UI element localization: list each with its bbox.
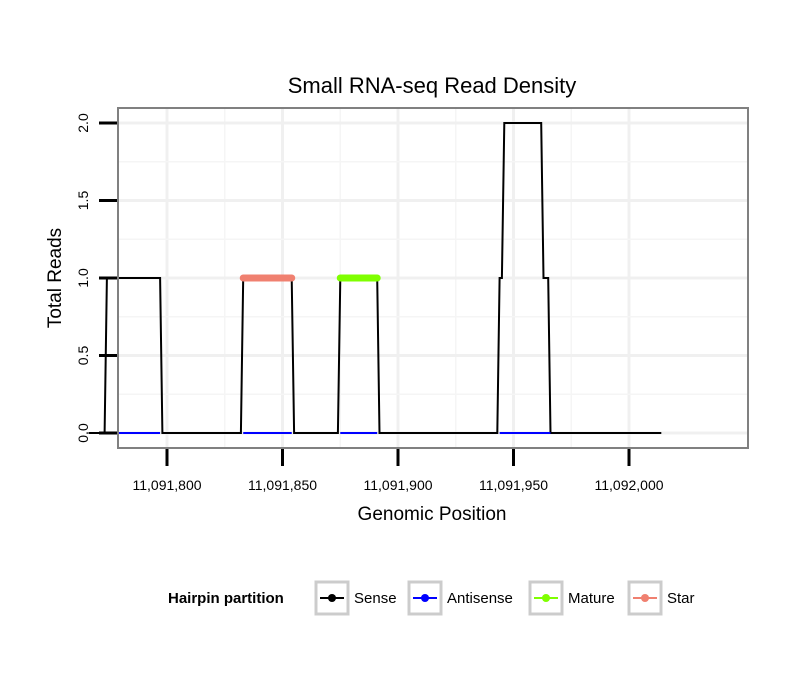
- y-tick-label: 2.0: [75, 113, 91, 133]
- x-tick-label: 11,091,900: [363, 477, 432, 493]
- legend: Hairpin partition Sense Antisense Mature St…: [168, 580, 695, 616]
- x-axis-label: Genomic Position: [358, 504, 507, 525]
- grid-lines: [118, 108, 748, 448]
- legend-title: Hairpin partition: [168, 590, 284, 607]
- legend-key-point: [542, 594, 550, 602]
- x-tick-label: 11,092,000: [594, 477, 663, 493]
- y-tick-label: 1.0: [75, 268, 91, 288]
- legend-item-sense: Sense: [314, 580, 397, 616]
- data-series: [88, 122, 662, 434]
- x-tick-label: 11,091,800: [132, 477, 201, 493]
- legend-key-point: [641, 594, 649, 602]
- legend-label: Mature: [568, 590, 615, 607]
- legend-label: Antisense: [447, 590, 513, 607]
- y-tick-label: 0.5: [75, 346, 91, 366]
- chart-title: Small RNA-seq Read Density: [288, 73, 577, 98]
- legend-label: Star: [667, 590, 695, 607]
- legend-item-mature: Mature: [528, 580, 615, 616]
- y-axis-label: Total Reads: [45, 228, 66, 328]
- x-tick-label: 11,091,950: [479, 477, 548, 493]
- y-axis: 0.0 0.5 1.0 1.5 2.0: [75, 113, 117, 443]
- y-tick-label: 0.0: [75, 423, 91, 443]
- x-axis: 11,091,800 11,091,850 11,091,900 11,091,950…: [132, 449, 664, 493]
- legend-label: Sense: [354, 590, 397, 607]
- legend-key-point: [328, 594, 336, 602]
- legend-item-antisense: Antisense: [407, 580, 513, 616]
- y-tick-label: 1.5: [75, 191, 91, 211]
- legend-key-point: [421, 594, 429, 602]
- x-tick-label: 11,091,850: [248, 477, 317, 493]
- plot-panel-border: [117, 107, 749, 449]
- legend-item-star: Star: [627, 580, 695, 616]
